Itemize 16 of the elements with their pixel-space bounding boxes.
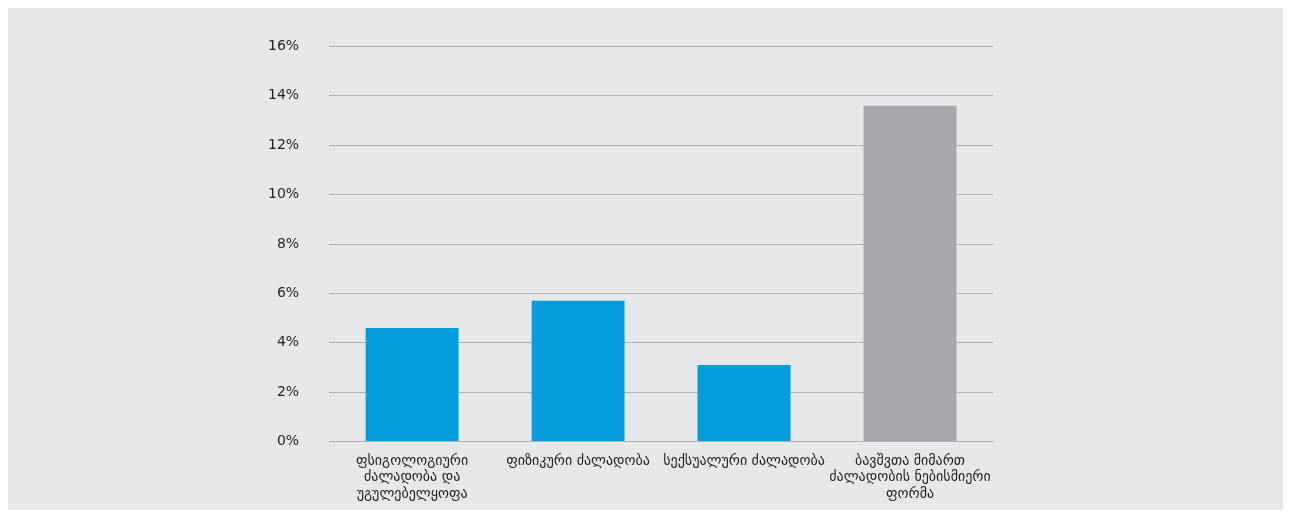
bar: [365, 327, 459, 442]
y-tick-label: 2%: [276, 382, 300, 399]
x-tick-label: ბავშვთა მიმართ ძალადობის ნებისმიერი ფორმა: [829, 451, 991, 502]
x-tick-label: ფიზიკური ძალადობა: [506, 451, 650, 468]
bar: [697, 365, 791, 442]
y-tick-label: 4%: [276, 333, 300, 350]
y-tick-label: 12%: [267, 135, 300, 152]
x-tick-label: ფსიგოლოგიური ძალადობა და უგულებელყოფა: [355, 451, 469, 502]
y-tick-label: 0%: [276, 432, 300, 449]
y-tick-label: 14%: [267, 86, 300, 103]
x-tick-label: სექსუალური ძალადობა: [663, 451, 825, 468]
y-tick-label: 8%: [276, 234, 300, 251]
y-tick-label: 10%: [267, 185, 300, 202]
bar: [531, 300, 625, 442]
y-tick-label: 16%: [267, 37, 300, 54]
y-tick-label: 6%: [276, 284, 300, 301]
